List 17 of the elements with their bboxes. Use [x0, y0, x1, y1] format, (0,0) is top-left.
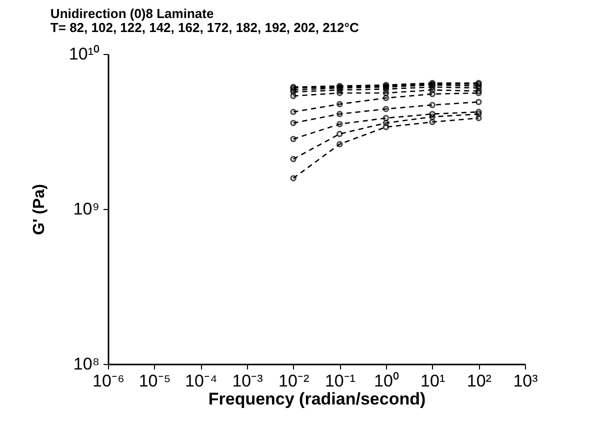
x-tick-label: 10⁻⁵	[138, 372, 171, 390]
y-tick-label: 10⁸	[73, 354, 100, 374]
chart-title: Unidirection (0)8 Laminate	[50, 6, 214, 21]
x-tick-label: 10⁻²	[278, 372, 310, 390]
x-tick-label: 10⁰	[374, 372, 399, 390]
x-tick-label: 10¹	[420, 372, 446, 390]
y-tick-label: 10¹⁰	[68, 44, 100, 64]
x-tick-label: 10⁻³	[232, 372, 264, 390]
x-tick-label: 10³	[513, 372, 538, 390]
y-tick-label: 10⁹	[73, 200, 100, 218]
x-tick-label: 10⁻¹	[324, 372, 356, 390]
y-axis-title: G' (Pa)	[30, 184, 48, 235]
x-tick-label: 10⁻⁶	[92, 372, 124, 390]
chart-subtitle: T= 82, 102, 122, 142, 162, 172, 182, 192, 202, 212°C	[50, 20, 360, 35]
x-tick-label: 10²	[466, 372, 492, 390]
x-axis-title: Frequency (radian/second)	[208, 390, 426, 408]
x-tick-label: 10⁻⁴	[185, 372, 218, 390]
